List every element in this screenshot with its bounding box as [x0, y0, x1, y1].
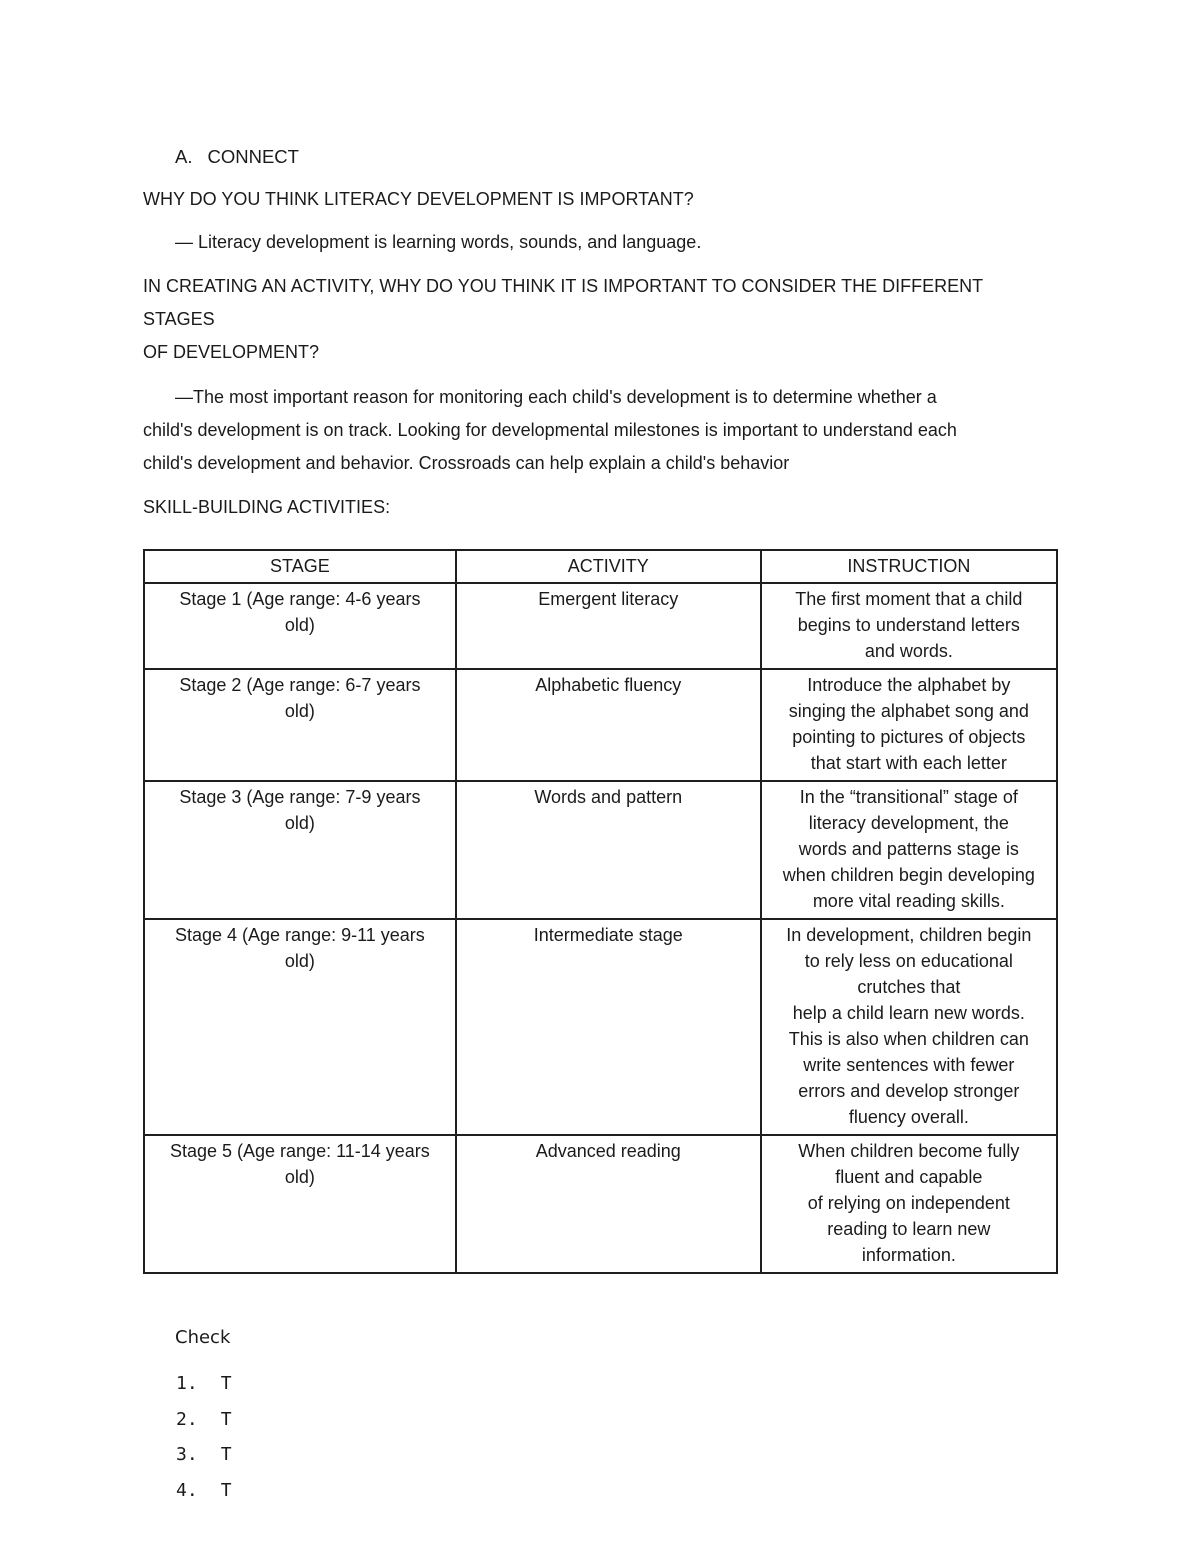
- column-header-stage: STAGE: [143, 549, 457, 584]
- activity-cell: Emergent literacy: [454, 582, 762, 670]
- list-item: 3. T: [176, 1442, 1058, 1468]
- table-row: Stage 2 (Age range: 6-7 years old) Alpha…: [143, 668, 1059, 782]
- list-item-value: T: [220, 1408, 232, 1430]
- column-header-activity: ACTIVITY: [454, 549, 762, 584]
- stage-cell: Stage 3 (Age range: 7-9 years old): [143, 780, 457, 920]
- activity-cell: Alphabetic fluency: [454, 668, 762, 782]
- stage-cell: Stage 4 (Age range: 9-11 years old): [143, 918, 457, 1136]
- answer-literacy-importance: — Literacy development is learning words…: [175, 232, 702, 252]
- activity-cell: Words and pattern: [454, 780, 762, 920]
- list-item-number: 1.: [176, 1373, 198, 1394]
- instruction-cell: When children become fully fluent and ca…: [759, 1134, 1059, 1274]
- skill-building-activities-table: STAGE ACTIVITY INSTRUCTION Stage 1 (Age …: [143, 549, 1059, 1274]
- list-item-number: 2.: [176, 1408, 198, 1430]
- answer-stages-of-development: —The most important reason for monitorin…: [143, 387, 957, 473]
- list-item-value: T: [220, 1479, 232, 1501]
- stage-cell: Stage 1 (Age range: 4-6 years old): [143, 582, 457, 670]
- question-stages-of-development: IN CREATING AN ACTIVITY, WHY DO YOU THIN…: [143, 276, 983, 362]
- table-row: Stage 4 (Age range: 9-11 years old) Inte…: [143, 918, 1059, 1136]
- table-row: Stage 1 (Age range: 4-6 years old) Emerg…: [143, 582, 1059, 670]
- instruction-cell: In development, children begin to rely l…: [759, 918, 1059, 1136]
- table-row: Stage 5 (Age range: 11-14 years old) Adv…: [143, 1134, 1059, 1274]
- activity-cell: Advanced reading: [454, 1134, 762, 1274]
- list-item: 4. T: [176, 1478, 1058, 1504]
- list-item-number: 4.: [176, 1479, 198, 1501]
- instruction-cell: Introduce the alphabet by singing the al…: [759, 668, 1059, 782]
- list-item-number: 3.: [176, 1444, 198, 1465]
- activity-cell: Intermediate stage: [454, 918, 762, 1136]
- column-header-instruction: INSTRUCTION: [759, 549, 1059, 584]
- table-row: Stage 3 (Age range: 7-9 years old) Words…: [143, 780, 1059, 920]
- list-item-value: T: [220, 1444, 232, 1465]
- section-heading-connect: A. CONNECT: [143, 144, 1058, 170]
- instruction-cell: The first moment that a child begins to …: [759, 582, 1059, 670]
- list-item-value: T: [220, 1373, 232, 1394]
- list-item: 1. T: [176, 1371, 1058, 1397]
- question-literacy-importance: WHY DO YOU THINK LITERACY DEVELOPMENT IS…: [143, 189, 694, 209]
- list-item: 2. T: [176, 1407, 1058, 1433]
- instruction-cell: In the “transitional” stage of literacy …: [759, 780, 1059, 920]
- table-header-row: STAGE ACTIVITY INSTRUCTION: [143, 549, 1059, 584]
- stage-cell: Stage 2 (Age range: 6-7 years old): [143, 668, 457, 782]
- check-heading: Check: [175, 1327, 231, 1348]
- check-answer-list: 1. T 2. T 3. T 4. T: [143, 1371, 1058, 1504]
- skill-building-heading: SKILL-BUILDING ACTIVITIES:: [143, 497, 391, 517]
- section-title: CONNECT: [207, 146, 299, 167]
- stage-cell: Stage 5 (Age range: 11-14 years old): [143, 1134, 457, 1274]
- section-marker: A.: [175, 146, 193, 167]
